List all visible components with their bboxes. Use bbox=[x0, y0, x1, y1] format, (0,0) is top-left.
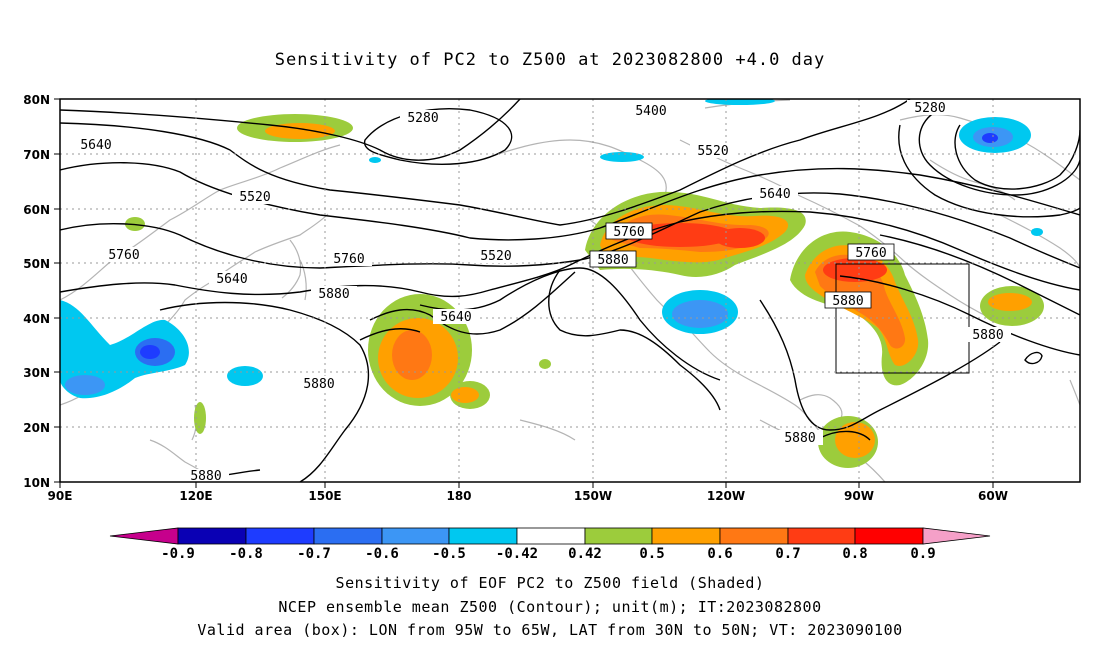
caption-line-2: NCEP ensemble mean Z500 (Contour); unit(… bbox=[278, 598, 822, 616]
caption-line-1: Sensitivity of EOF PC2 to Z500 field (Sh… bbox=[335, 574, 765, 592]
colorbar-cell bbox=[245, 527, 315, 545]
colorbar-cell bbox=[651, 527, 721, 545]
svg-text:5880: 5880 bbox=[190, 469, 221, 484]
contour-labels: 5280 5400 5280 5640 5520 5520 5640 5760 … bbox=[73, 100, 1011, 484]
contour-label: 5280 bbox=[907, 100, 953, 116]
colorbar-label: 0.7 bbox=[775, 546, 800, 562]
colorbar-label: -0.5 bbox=[432, 546, 466, 562]
lat-axis: 80N 70N 60N 50N 40N 30N 20N 10N bbox=[23, 93, 60, 490]
colorbar-cell bbox=[177, 527, 247, 545]
colorbar-label: -0.9 bbox=[161, 546, 195, 562]
lat-tick-label: 80N bbox=[23, 93, 50, 107]
svg-text:5640: 5640 bbox=[216, 272, 247, 287]
lat-tick-label: 70N bbox=[23, 148, 50, 162]
lat-tick-label: 20N bbox=[23, 421, 50, 435]
colorbar-cell bbox=[313, 527, 383, 545]
colorbar-label: -0.8 bbox=[229, 546, 263, 562]
contour-label: 5880 bbox=[183, 469, 229, 484]
contour-label: 5880 bbox=[311, 286, 357, 302]
contour-label: 5640 bbox=[209, 271, 255, 287]
svg-text:5640: 5640 bbox=[80, 138, 111, 153]
lat-tick-label: 60N bbox=[23, 203, 50, 217]
svg-text:5640: 5640 bbox=[440, 310, 471, 325]
lon-tick-label: 90W bbox=[844, 489, 874, 503]
colorbar-cell bbox=[448, 527, 518, 545]
svg-text:5880: 5880 bbox=[303, 377, 334, 392]
contour-label: 5880 bbox=[824, 291, 872, 309]
svg-text:5640: 5640 bbox=[759, 187, 790, 202]
lat-tick-label: 50N bbox=[23, 257, 50, 271]
svg-text:5880: 5880 bbox=[832, 294, 863, 309]
colorbar-cell bbox=[584, 527, 653, 545]
lat-tick-label: 30N bbox=[23, 366, 50, 380]
colorbar-cell bbox=[719, 527, 789, 545]
contour-label: 5760 bbox=[847, 243, 895, 261]
colorbar-label: 0.8 bbox=[842, 546, 867, 562]
contour-label: 5520 bbox=[473, 248, 519, 264]
colorbar-cell bbox=[516, 527, 586, 545]
svg-text:5880: 5880 bbox=[784, 431, 815, 446]
contour-label: 5880 bbox=[589, 250, 637, 268]
lon-tick-label: 120E bbox=[179, 489, 212, 503]
contour-label: 5640 bbox=[73, 137, 119, 153]
colorbar-cell bbox=[109, 527, 179, 545]
svg-text:5760: 5760 bbox=[613, 225, 644, 240]
map-frame bbox=[59, 98, 1081, 483]
lon-tick-label: 150W bbox=[574, 489, 612, 503]
contour-label: 5520 bbox=[690, 143, 736, 159]
lon-tick-label: 120W bbox=[707, 489, 745, 503]
contour-label: 5280 bbox=[400, 110, 446, 126]
contour-label: 5880 bbox=[296, 376, 342, 392]
svg-text:5880: 5880 bbox=[597, 253, 628, 268]
colorbar-label: -0.42 bbox=[496, 546, 538, 562]
contour-label: 5400 bbox=[628, 103, 674, 119]
colorbar-cell bbox=[787, 527, 856, 545]
colorbar-cell bbox=[381, 527, 450, 545]
svg-text:5880: 5880 bbox=[972, 328, 1003, 343]
colorbar-cell bbox=[922, 527, 991, 545]
colorbar-label: 0.5 bbox=[639, 546, 664, 562]
contour-label: 5640 bbox=[752, 186, 798, 202]
svg-text:5520: 5520 bbox=[239, 190, 270, 205]
contour-label: 5880 bbox=[965, 327, 1011, 343]
svg-text:5760: 5760 bbox=[855, 246, 886, 261]
contour-label: 5760 bbox=[605, 222, 653, 240]
colorbar-label: -0.7 bbox=[297, 546, 331, 562]
svg-text:5760: 5760 bbox=[333, 252, 364, 267]
contour-label: 5760 bbox=[101, 247, 147, 263]
colorbar-cell bbox=[854, 527, 924, 545]
lat-tick-label: 40N bbox=[23, 312, 50, 326]
contour-label: 5520 bbox=[232, 189, 278, 205]
colorbar-label: 0.9 bbox=[910, 546, 935, 562]
svg-text:5520: 5520 bbox=[480, 249, 511, 264]
lon-tick-label: 180 bbox=[446, 489, 471, 503]
colorbar: -0.9 -0.8 -0.7 -0.6 -0.5 -0.42 0.42 0.5 … bbox=[109, 527, 991, 562]
gridlines bbox=[60, 99, 1080, 482]
contour-label: 5640 bbox=[433, 309, 479, 325]
map-title: Sensitivity of PC2 to Z500 at 2023082800… bbox=[274, 50, 826, 70]
svg-text:5520: 5520 bbox=[697, 144, 728, 159]
lon-tick-label: 90E bbox=[48, 489, 73, 503]
svg-text:5880: 5880 bbox=[318, 287, 349, 302]
z500-contours bbox=[60, 99, 1080, 482]
lon-tick-label: 150E bbox=[308, 489, 341, 503]
lat-tick-label: 10N bbox=[23, 476, 50, 490]
colorbar-label: -0.6 bbox=[365, 546, 399, 562]
contour-label: 5880 bbox=[777, 430, 823, 446]
svg-text:5280: 5280 bbox=[407, 111, 438, 126]
contour-label: 5760 bbox=[326, 251, 372, 267]
colorbar-label: 0.42 bbox=[568, 546, 602, 562]
svg-text:5760: 5760 bbox=[108, 248, 139, 263]
colorbar-label: 0.6 bbox=[707, 546, 732, 562]
lon-axis: 90E 120E 150E 180 150W 120W 90W 60W bbox=[48, 482, 1008, 503]
caption-line-3: Valid area (box): LON from 95W to 65W, L… bbox=[197, 621, 903, 639]
svg-text:5280: 5280 bbox=[914, 101, 945, 116]
lon-tick-label: 60W bbox=[978, 489, 1008, 503]
svg-text:5400: 5400 bbox=[635, 104, 666, 119]
